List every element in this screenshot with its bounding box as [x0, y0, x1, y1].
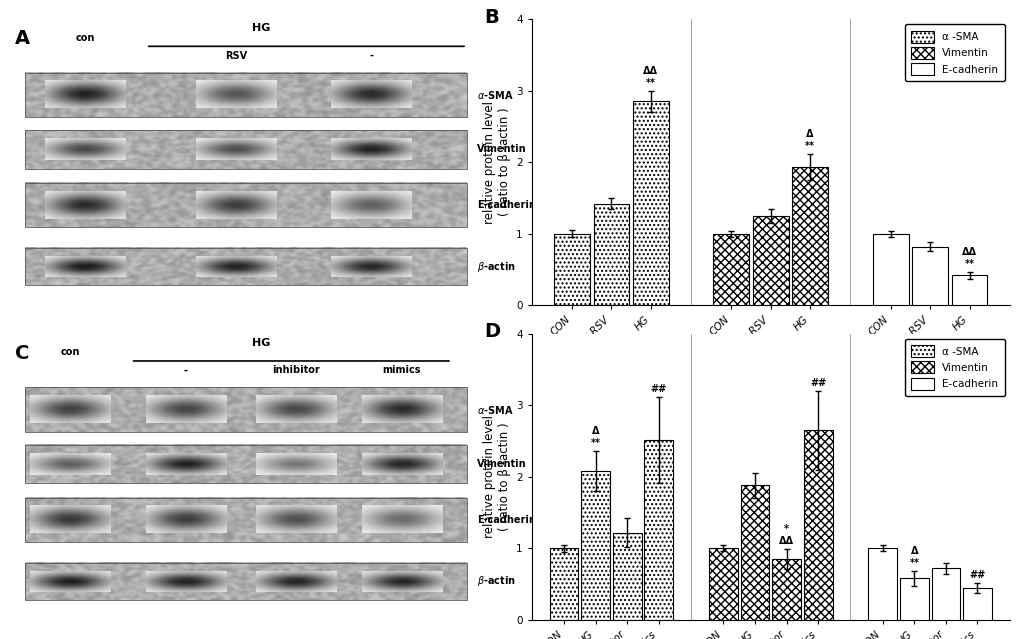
Text: ΔΔ: ΔΔ [961, 247, 976, 257]
Text: Δ: Δ [910, 546, 917, 556]
Text: Vimentin: Vimentin [477, 144, 526, 154]
Text: B: B [483, 8, 498, 27]
Text: HG: HG [252, 24, 270, 33]
Bar [593, 204, 629, 305]
Text: C: C [15, 344, 30, 363]
Bar [25, 130, 467, 169]
Bar [25, 562, 467, 600]
Text: ##: ## [650, 384, 666, 394]
Bar [708, 548, 737, 620]
Text: ##: ## [809, 378, 825, 388]
Bar [25, 73, 467, 117]
Bar [553, 234, 589, 305]
Text: ##: ## [968, 570, 984, 580]
Bar [803, 430, 832, 620]
Text: Vimentin: Vimentin [477, 459, 526, 469]
Text: **: ** [909, 558, 918, 568]
Text: E-cadherin: E-cadherin [477, 200, 535, 210]
Text: ΔΔ: ΔΔ [643, 66, 657, 75]
Bar [581, 471, 609, 620]
Bar [612, 532, 641, 620]
Text: Δ: Δ [806, 129, 813, 139]
Bar [792, 167, 827, 305]
Text: HG: HG [252, 338, 270, 348]
Text: mimics: mimics [382, 366, 421, 376]
Bar [962, 588, 990, 620]
Text: **: ** [590, 438, 600, 448]
Text: D: D [483, 322, 499, 341]
Bar [911, 247, 947, 305]
Text: *: * [784, 524, 789, 534]
Text: $\alpha$-SMA: $\alpha$-SMA [477, 89, 514, 101]
Text: inhibitor: inhibitor [272, 366, 320, 376]
Text: **: ** [964, 259, 973, 269]
Bar [25, 387, 467, 432]
Bar [930, 568, 959, 620]
Text: $\beta$-actin: $\beta$-actin [477, 259, 516, 273]
Bar [25, 248, 467, 285]
Text: RSV: RSV [225, 50, 247, 61]
Text: $\alpha$-SMA: $\alpha$-SMA [477, 404, 514, 415]
Text: $\beta$-actin: $\beta$-actin [477, 574, 516, 589]
Bar [633, 102, 668, 305]
Bar [899, 578, 927, 620]
Legend: α -SMA, Vimentin, E-cadherin: α -SMA, Vimentin, E-cadherin [904, 339, 1004, 396]
Bar [25, 445, 467, 483]
Text: **: ** [645, 78, 655, 88]
Text: -: - [369, 50, 373, 61]
Legend: α -SMA, Vimentin, E-cadherin: α -SMA, Vimentin, E-cadherin [904, 24, 1004, 81]
Text: **: ** [804, 141, 814, 151]
Bar [25, 498, 467, 542]
Bar [644, 440, 673, 620]
Text: ΔΔ: ΔΔ [779, 536, 793, 546]
Text: -: - [183, 366, 187, 376]
Text: E-cadherin: E-cadherin [477, 515, 535, 525]
Text: con: con [75, 33, 95, 43]
Bar [752, 216, 788, 305]
Text: con: con [61, 348, 81, 357]
Bar [771, 559, 800, 620]
Bar [25, 183, 467, 227]
Bar [549, 548, 578, 620]
Bar [872, 234, 908, 305]
Bar [951, 275, 986, 305]
Text: Δ: Δ [591, 426, 599, 436]
Y-axis label: relative protein level
( ratio to β -actin ): relative protein level ( ratio to β -act… [482, 101, 511, 224]
Y-axis label: relative protein level
( ratio to β -actin ): relative protein level ( ratio to β -act… [482, 415, 511, 538]
Bar [867, 548, 897, 620]
Bar [740, 486, 768, 620]
Bar [712, 234, 749, 305]
Text: A: A [15, 29, 31, 48]
